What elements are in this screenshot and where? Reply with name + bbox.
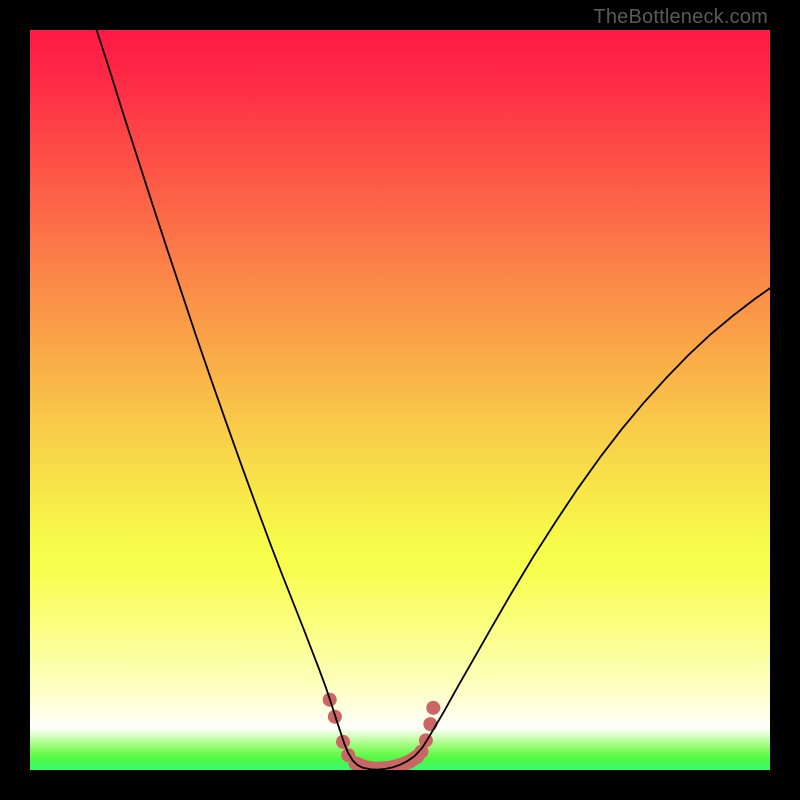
watermark-text: TheBottleneck.com [593, 6, 768, 29]
chart-container: TheBottleneck.com [0, 0, 800, 800]
curve-layer [30, 30, 770, 770]
plot-area [30, 30, 770, 770]
bottleneck-curve [97, 30, 770, 770]
